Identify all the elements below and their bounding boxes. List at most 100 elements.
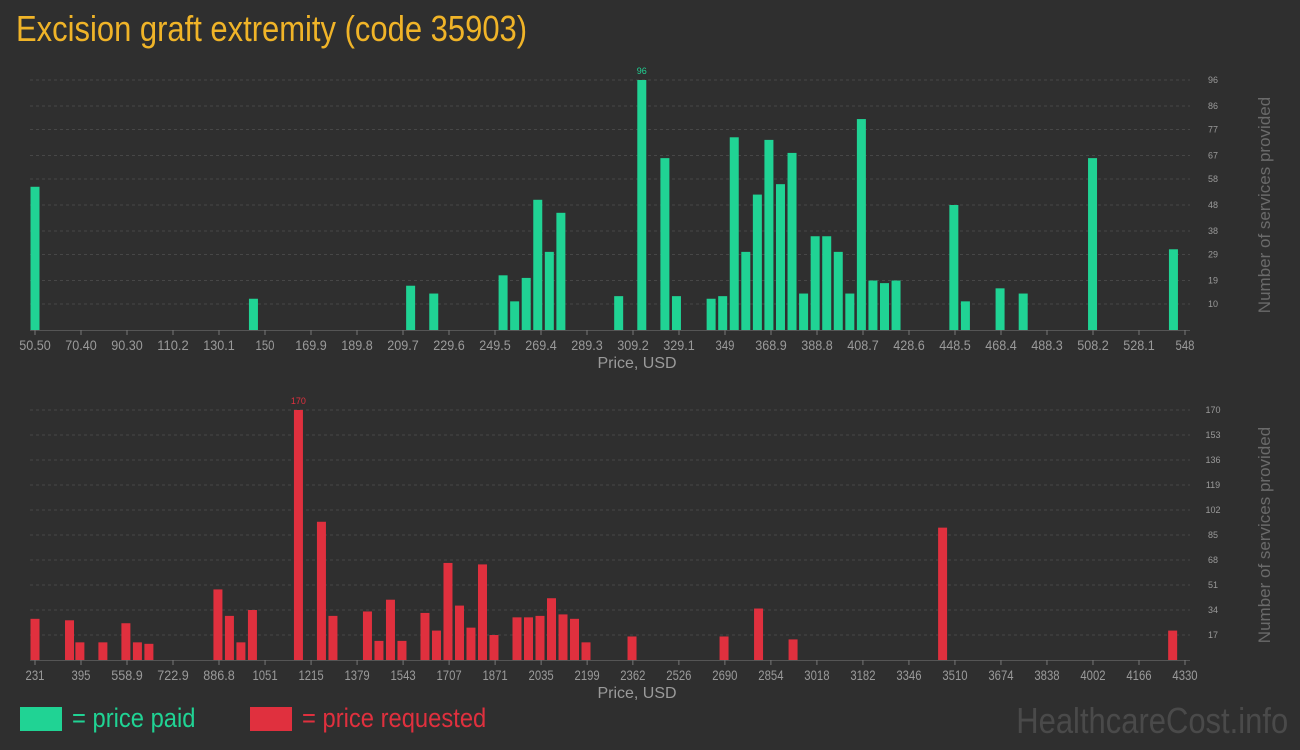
bar — [556, 212, 566, 330]
bar — [845, 293, 855, 330]
bar — [224, 615, 234, 660]
bar — [489, 635, 499, 660]
bar — [938, 527, 948, 660]
page-title: Excision graft extremity (code 35903) — [16, 8, 528, 49]
x-tick-label: 722.9 — [157, 667, 189, 683]
x-tick-label: 2854 — [758, 667, 783, 683]
x-tick-label: 1051 — [252, 667, 277, 683]
x-tick-label: 528.1 — [1123, 337, 1155, 353]
x-tick-label: 4166 — [1126, 667, 1151, 683]
bar — [741, 251, 751, 330]
bar — [466, 627, 476, 660]
bar — [671, 296, 681, 330]
x-axis-title: Price, USD — [597, 355, 676, 372]
y-axis-title: Number of services provided — [1255, 97, 1274, 313]
x-tick-label: 150 — [256, 337, 275, 353]
bar — [328, 615, 338, 660]
x-tick-label: 169.9 — [295, 337, 327, 353]
x-tick-label: 1707 — [437, 667, 462, 683]
x-tick-label: 3510 — [942, 667, 967, 683]
y-tick-label: 170 — [1205, 405, 1220, 415]
x-tick-label: 388.8 — [801, 337, 833, 353]
bar — [614, 296, 624, 330]
x-tick-label: 395 — [72, 667, 91, 683]
bar — [868, 280, 878, 330]
bar — [1168, 630, 1178, 660]
legend-paid-label: = price paid — [72, 703, 196, 733]
watermark: HealthcareCost.info — [1016, 700, 1288, 741]
y-tick-label: 85 — [1208, 530, 1218, 540]
x-tick-label: 229.6 — [433, 337, 465, 353]
price-requested-chart: 17 34 51 68 85 102 119 136 153 170 231 395 558.9 722.… — [26, 396, 1274, 702]
y-tick-label: 17 — [1208, 630, 1218, 640]
bar — [764, 139, 774, 330]
bar — [581, 642, 591, 660]
bar — [856, 119, 866, 330]
x-tick-label: 249.5 — [479, 337, 511, 353]
x-tick-label: 3182 — [850, 667, 875, 683]
x-tick-label: 3674 — [988, 667, 1013, 683]
bar — [570, 618, 580, 660]
bar — [30, 186, 40, 330]
bar — [98, 642, 108, 660]
bar — [949, 205, 959, 330]
legend-price-paid: = price paid — [20, 703, 212, 734]
bar — [627, 636, 637, 660]
bar — [787, 152, 797, 330]
bar — [799, 293, 809, 330]
x-tick-label: 558.9 — [111, 667, 143, 683]
x-tick-label: 4330 — [1172, 667, 1197, 683]
y-tick-label: 19 — [1208, 276, 1218, 286]
bar — [660, 158, 670, 330]
bar — [213, 589, 223, 660]
x-tick-label: 3838 — [1034, 667, 1059, 683]
x-tick-label: 3018 — [804, 667, 829, 683]
bar — [316, 521, 326, 660]
y-tick-label: 67 — [1208, 151, 1218, 161]
y-tick-label: 38 — [1208, 226, 1218, 236]
x-tick-label: 548 — [1176, 337, 1195, 353]
x-tick-label: 2362 — [620, 667, 645, 683]
bar — [558, 614, 568, 660]
x-axis-title: Price, USD — [597, 685, 676, 702]
bar — [443, 562, 453, 660]
bar — [521, 277, 531, 330]
y-tick-label: 86 — [1208, 101, 1218, 111]
x-tick-label: 488.3 — [1031, 337, 1063, 353]
x-tick-label: 508.2 — [1077, 337, 1109, 353]
bar — [995, 288, 1005, 330]
bar — [891, 280, 901, 330]
bar — [397, 640, 407, 660]
bar — [247, 610, 257, 660]
x-tick-label: 2690 — [712, 667, 737, 683]
bar — [544, 251, 554, 330]
bar — [719, 636, 729, 660]
x-tick-label: 231 — [26, 667, 45, 683]
x-tick-label: 408.7 — [847, 337, 879, 353]
bar — [477, 564, 487, 660]
bar — [144, 643, 154, 660]
x-tick-label: 50.50 — [19, 337, 51, 353]
y-tick-label: 68 — [1208, 555, 1218, 565]
bar — [362, 611, 372, 660]
bar — [729, 137, 739, 330]
x-tick-label: 349 — [716, 337, 735, 353]
bar — [293, 410, 303, 660]
legend-requested-swatch — [250, 706, 292, 731]
x-tick-label: 1379 — [344, 667, 369, 683]
bar — [1168, 249, 1178, 330]
y-tick-label: 48 — [1208, 200, 1218, 210]
bar — [510, 301, 520, 330]
bar — [121, 623, 131, 660]
y-tick-label: 51 — [1208, 580, 1218, 590]
x-tick-label: 209.7 — [387, 337, 419, 353]
bar — [498, 275, 508, 330]
bar — [30, 618, 40, 660]
x-tick-label: 4002 — [1080, 667, 1105, 683]
x-tick-label: 428.6 — [893, 337, 925, 353]
price-paid-chart: 10 19 29 38 48 58 67 77 86 96 50.50 70.40 90.30 110.2… — [19, 66, 1274, 372]
x-tick-label: 1543 — [390, 667, 415, 683]
bar — [429, 293, 439, 330]
y-tick-label: 136 — [1205, 455, 1220, 465]
x-tick-label: 3346 — [896, 667, 921, 683]
